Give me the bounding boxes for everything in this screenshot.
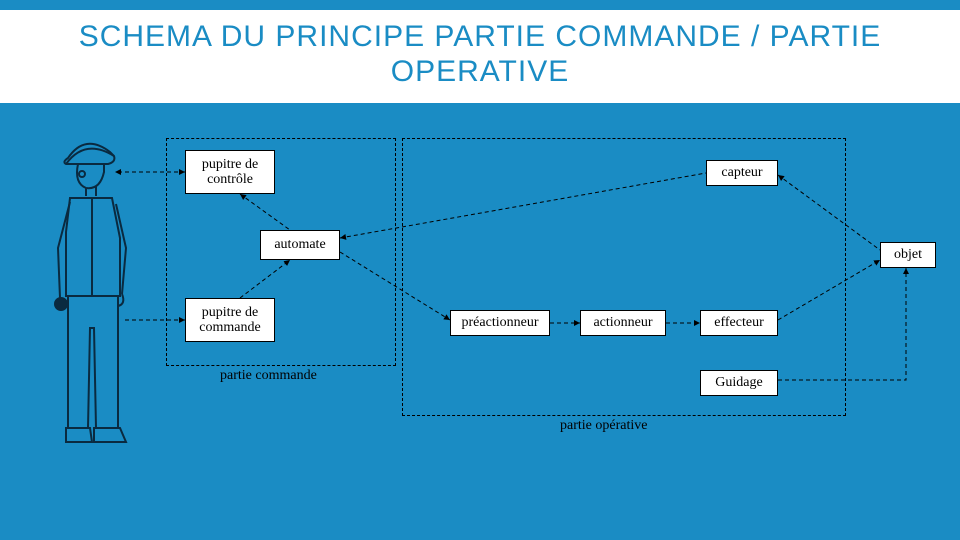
node-pupitre_controle: pupitre decontrôle [185, 150, 275, 194]
group-label-g_commande: partie commande [220, 368, 317, 384]
node-automate: automate [260, 230, 340, 260]
node-actionneur: actionneur [580, 310, 666, 336]
group-g_operative [402, 138, 846, 416]
page-title: SCHEMA DU PRINCIPE PARTIE COMMANDE / PAR… [0, 20, 960, 89]
group-label-g_operative: partie opérative [560, 418, 647, 434]
node-capteur: capteur [706, 160, 778, 186]
node-guidage: Guidage [700, 370, 778, 396]
node-effecteur: effecteur [700, 310, 778, 336]
diagram-area: partie commande partie opérative pupitre d… [0, 130, 960, 510]
title-band: SCHEMA DU PRINCIPE PARTIE COMMANDE / PAR… [0, 10, 960, 103]
node-preactionneur: préactionneur [450, 310, 550, 336]
worker-figure [30, 128, 140, 483]
node-pupitre_commande: pupitre decommande [185, 298, 275, 342]
node-objet: objet [880, 242, 936, 268]
